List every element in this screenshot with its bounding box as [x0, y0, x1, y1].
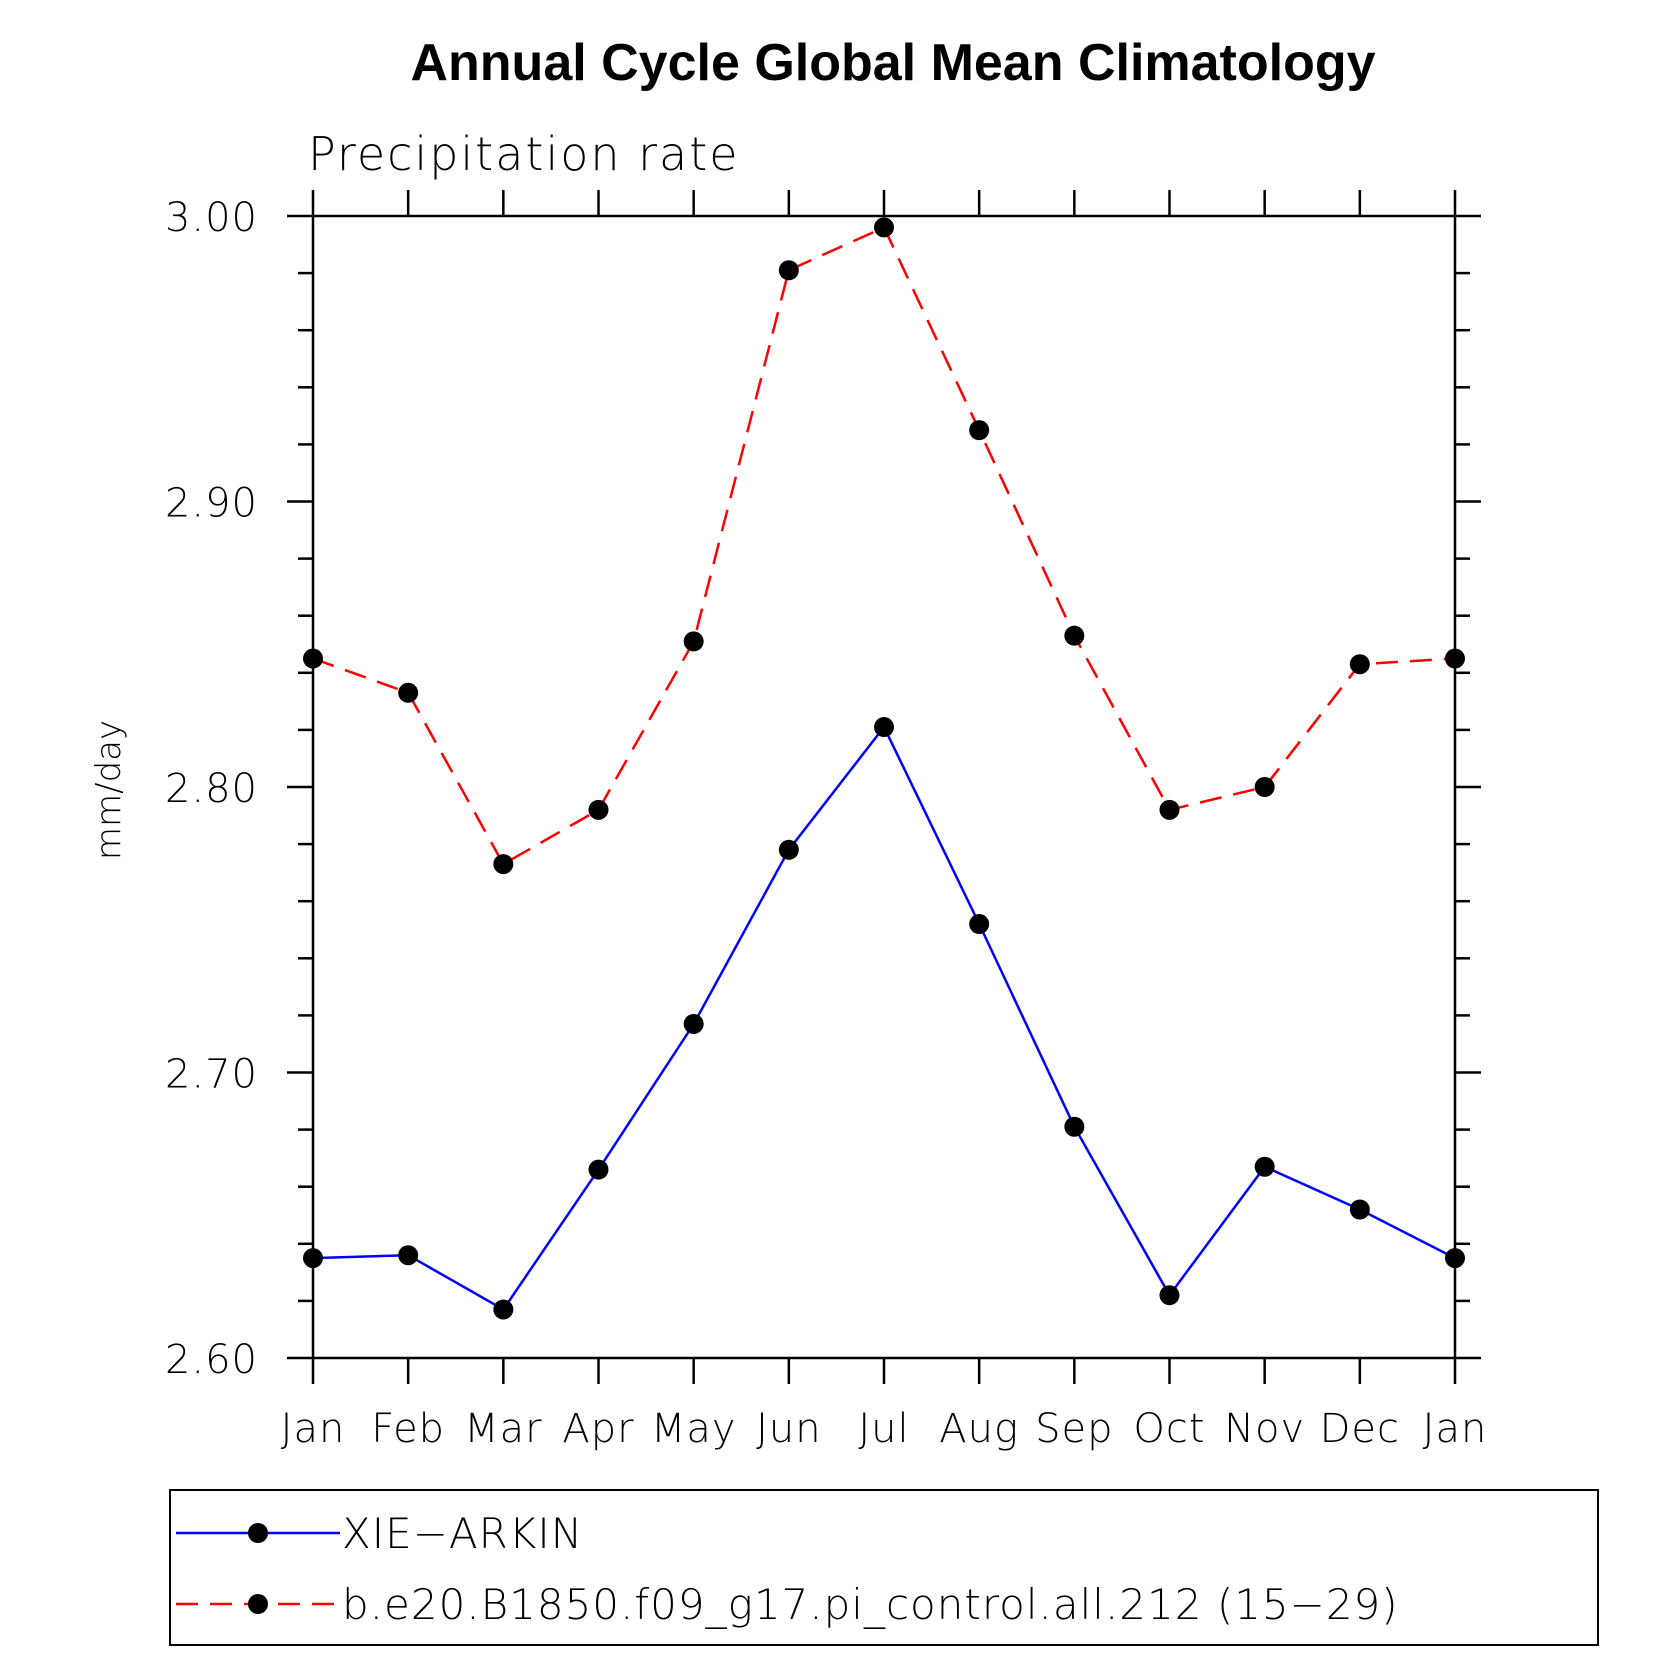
legend-label-xie-arkin: XIE−ARKIN: [342, 1509, 583, 1558]
data-point-series-0: [874, 717, 894, 738]
series-line-0: [312, 724, 1456, 1312]
plot-lines: [303, 217, 1465, 1320]
y-tick-labels: 2.60 2.70 2.80 2.90 3.00: [165, 195, 258, 1383]
data-point-series-0: [1254, 1156, 1275, 1177]
x-tick-label: Feb: [371, 1406, 445, 1452]
data-point-series-1: [683, 631, 704, 652]
plot-frame: [311, 214, 1457, 1360]
series-line-1: [312, 225, 1456, 866]
data-point-series-0: [969, 914, 990, 935]
x-tick-label: Jun: [756, 1406, 822, 1452]
data-point-series-0: [778, 839, 799, 860]
data-point-series-1: [493, 854, 514, 875]
legend: XIE−ARKIN b.e20.B1850.f09_g17.pi_control…: [169, 1489, 1599, 1646]
x-tick-label: Apr: [562, 1406, 634, 1452]
x-tick-label: Jul: [858, 1406, 909, 1452]
legend-marker-model: [248, 1594, 268, 1614]
legend-box: [169, 1489, 1599, 1646]
x-tick-label: Sep: [1035, 1406, 1113, 1452]
x-tick-label: Nov: [1224, 1406, 1305, 1452]
data-point-series-1: [874, 217, 894, 238]
data-point-series-0: [1064, 1116, 1085, 1137]
legend-marker-xie-arkin: [248, 1523, 268, 1543]
chart-subtitle: Precipitation rate: [308, 127, 740, 181]
data-point-series-0: [493, 1299, 514, 1320]
axis-ticks: [287, 190, 1481, 1384]
y-tick-label: 2.70: [165, 1052, 258, 1098]
y-axis-label: mm/day: [89, 720, 129, 860]
x-tick-label: Aug: [939, 1406, 1019, 1452]
data-point-series-0: [683, 1013, 704, 1034]
data-point-series-0: [1349, 1199, 1370, 1220]
legend-label-model: b.e20.B1850.f09_g17.pi_control.all.212 (…: [342, 1580, 1399, 1629]
data-point-series-1: [969, 420, 990, 441]
data-point-series-1: [1254, 777, 1275, 797]
x-tick-label: Dec: [1320, 1406, 1400, 1452]
data-point-series-0: [398, 1245, 419, 1266]
y-tick-label: 2.80: [165, 766, 258, 812]
y-tick-label: 3.00: [165, 195, 258, 241]
data-point-series-0: [588, 1159, 609, 1180]
x-tick-labels: Jan Feb Mar Apr May Jun Jul Aug Sep Oct Nov Dec Jan: [281, 1406, 1488, 1452]
x-tick-label: Jan: [281, 1406, 346, 1452]
data-point-series-1: [1349, 654, 1370, 675]
data-point-series-1: [1064, 625, 1085, 646]
data-point-series-1: [778, 260, 799, 281]
data-point-series-1: [588, 799, 609, 820]
y-tick-label: 2.90: [165, 481, 258, 527]
x-tick-label: Mar: [464, 1406, 542, 1452]
data-point-series-1: [1159, 799, 1180, 820]
data-point-series-0: [1159, 1285, 1180, 1306]
y-tick-label: 2.60: [165, 1337, 258, 1383]
x-tick-label: Oct: [1133, 1406, 1205, 1452]
x-tick-label: Jan: [1423, 1406, 1488, 1452]
x-tick-label: May: [651, 1406, 737, 1452]
chart-title: Annual Cycle Global Mean Climatology: [410, 34, 1375, 92]
data-point-series-1: [398, 682, 419, 703]
